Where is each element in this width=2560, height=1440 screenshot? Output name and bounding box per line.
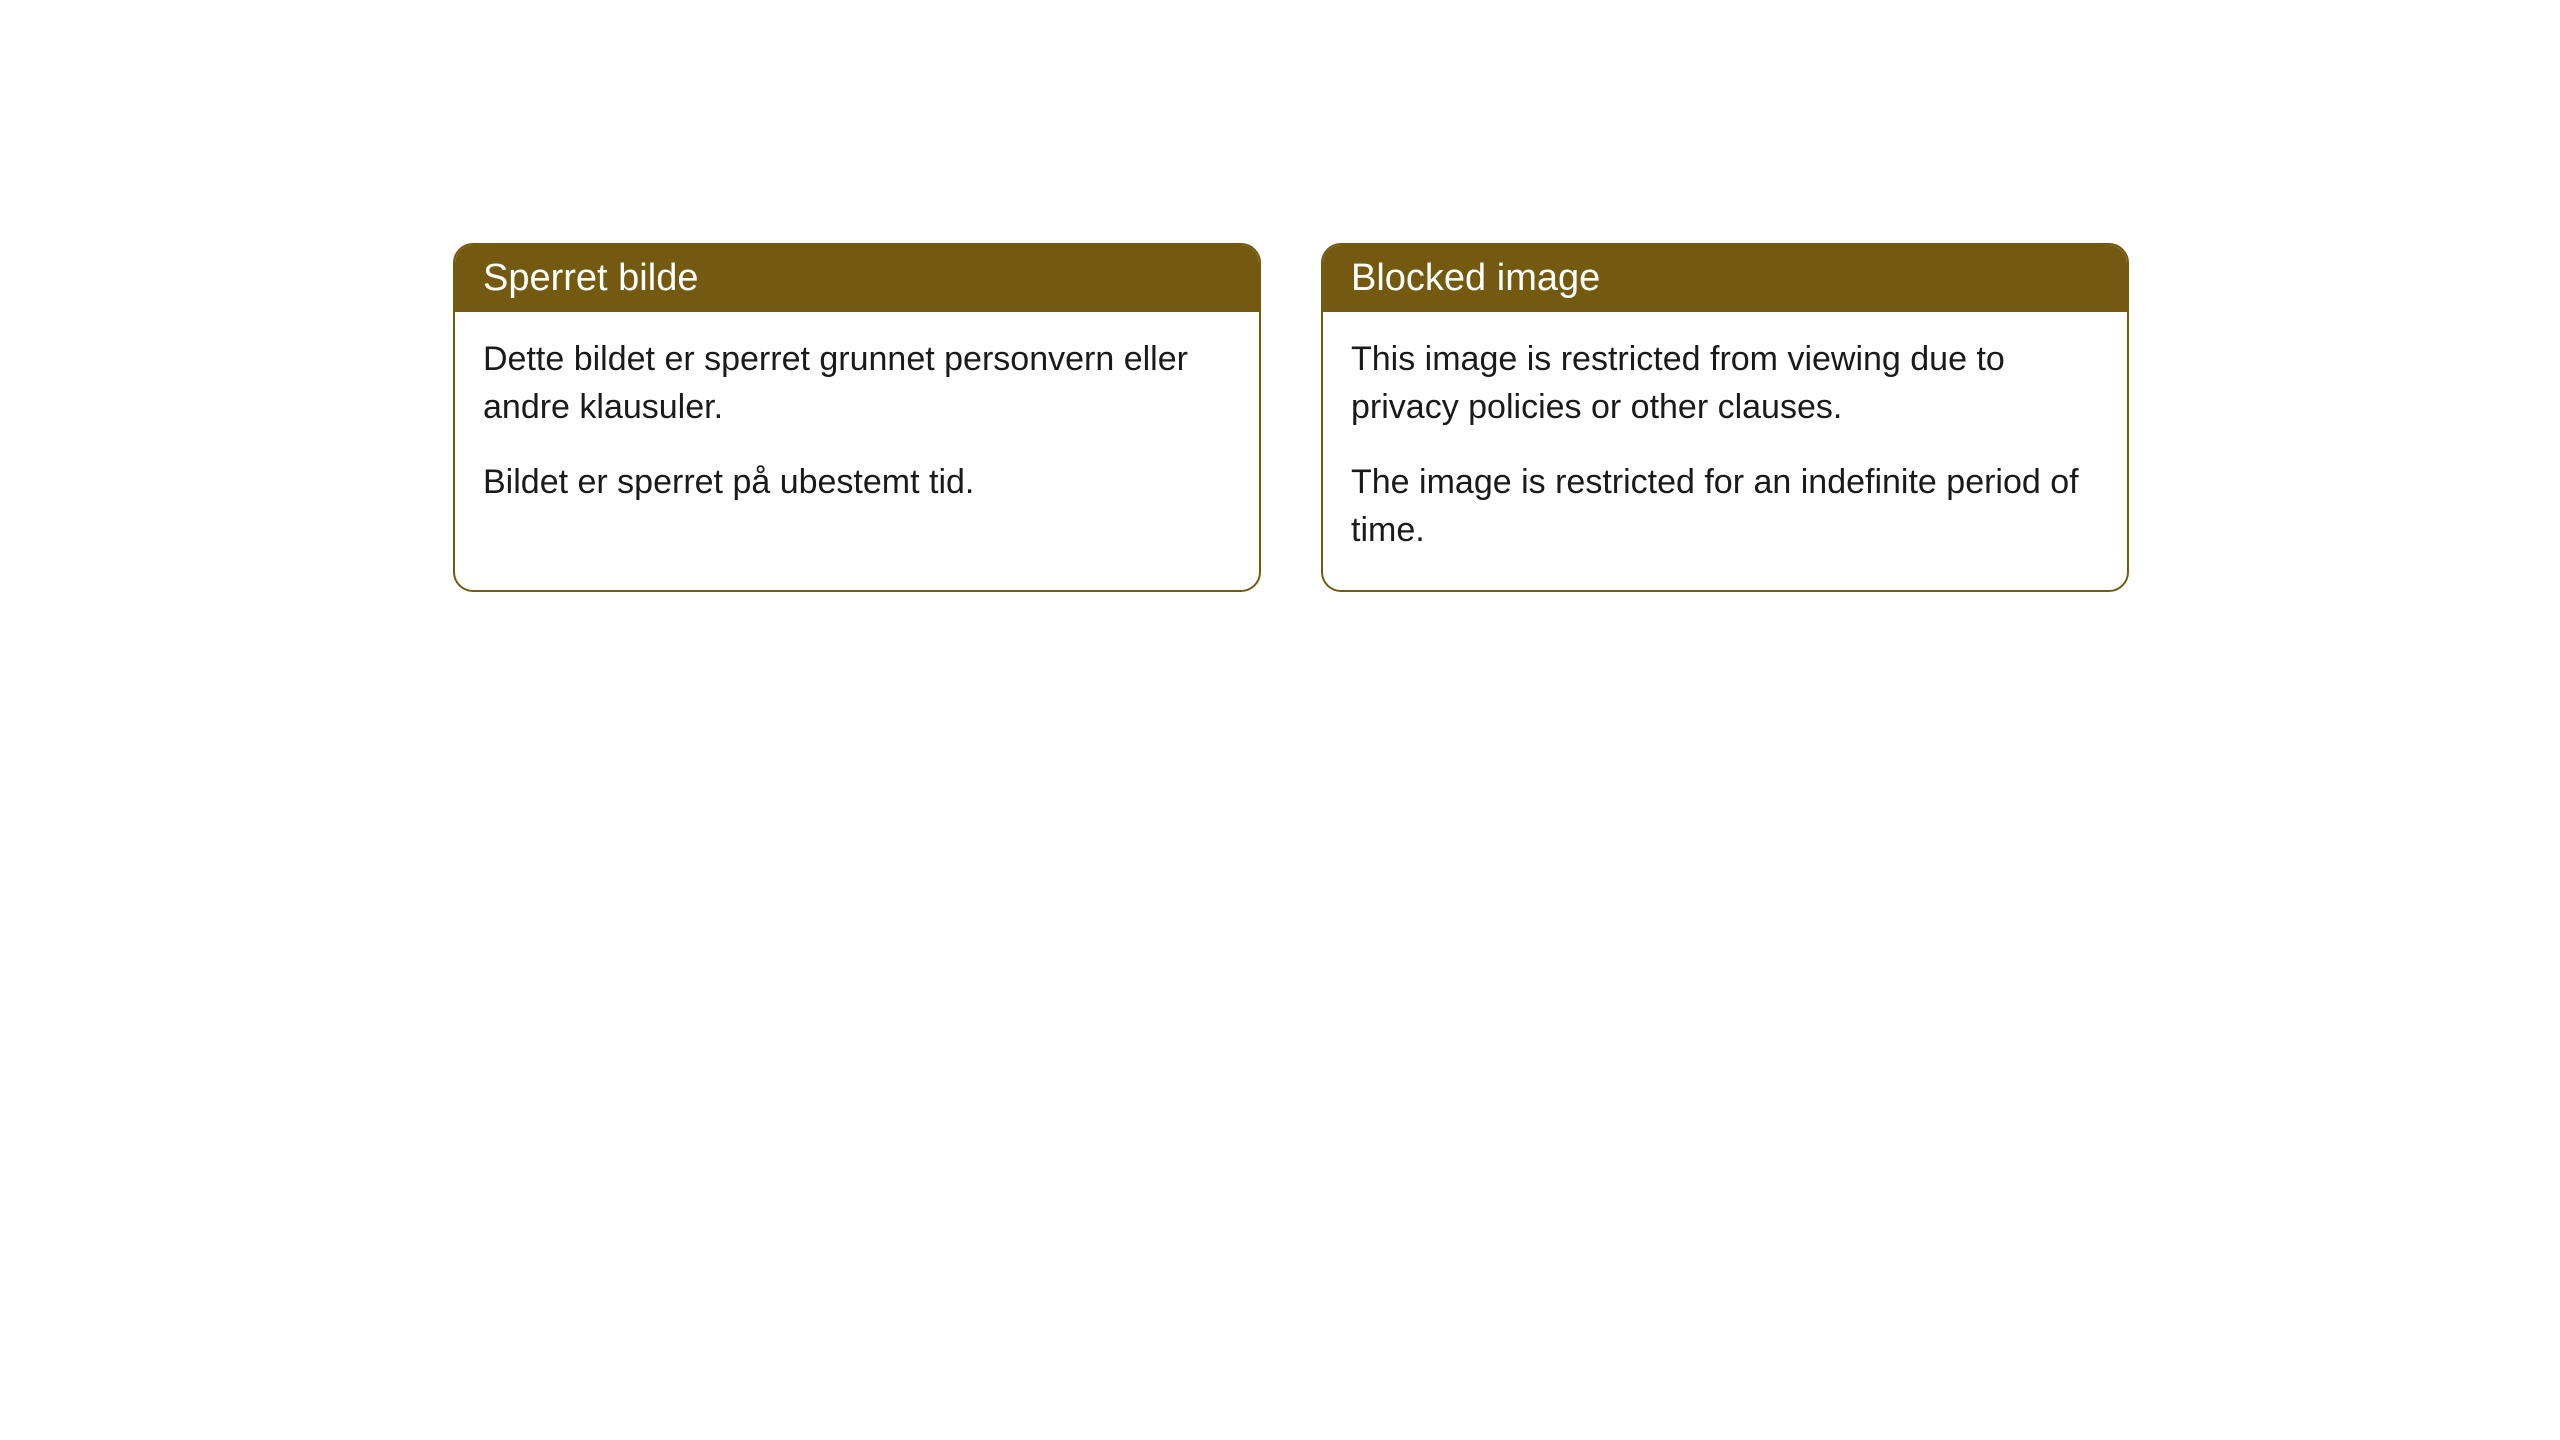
card-header-en: Blocked image xyxy=(1323,245,2127,312)
card-paragraph2-no: Bildet er sperret på ubestemt tid. xyxy=(483,459,1231,507)
blocked-image-card-en: Blocked image This image is restricted f… xyxy=(1321,243,2129,592)
card-title-no: Sperret bilde xyxy=(483,257,698,299)
cards-container: Sperret bilde Dette bildet er sperret gr… xyxy=(453,243,2129,592)
card-header-no: Sperret bilde xyxy=(455,245,1259,312)
card-body-no: Dette bildet er sperret grunnet personve… xyxy=(455,312,1259,543)
blocked-image-card-no: Sperret bilde Dette bildet er sperret gr… xyxy=(453,243,1261,592)
card-paragraph2-en: The image is restricted for an indefinit… xyxy=(1351,459,2099,554)
card-body-en: This image is restricted from viewing du… xyxy=(1323,312,2127,590)
card-title-en: Blocked image xyxy=(1351,257,1600,299)
card-paragraph1-en: This image is restricted from viewing du… xyxy=(1351,336,2099,431)
card-paragraph1-no: Dette bildet er sperret grunnet personve… xyxy=(483,336,1231,431)
